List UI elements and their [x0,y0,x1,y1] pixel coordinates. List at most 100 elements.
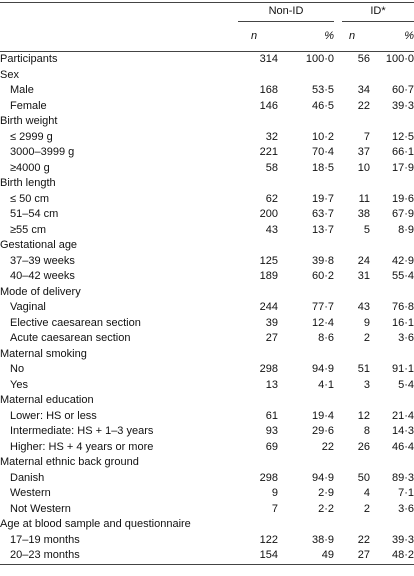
cell: 11 [358,192,370,205]
cell: 66·1 [391,146,414,158]
cell: 19·7 [311,192,334,205]
cell: 91·1 [391,363,414,375]
cell: 39 [265,316,278,329]
cell: 8·9 [398,223,414,236]
cell: 12 [357,409,370,422]
cell: 200 [259,208,278,220]
cell: 61 [265,409,278,422]
cell: 16·1 [391,316,414,329]
cell: 37 [357,146,370,158]
row-label: ≥55 cm [10,223,46,236]
cell: 10 [357,161,370,174]
cell: 298 [259,471,278,484]
cell: 12·5 [391,130,414,143]
section-row: Birth weight [0,114,414,130]
cell: 67·9 [391,208,414,220]
cell: 2 [363,502,370,515]
row-label: 17–19 months [10,533,80,546]
data-row: Higher: HS + 4 years or more 69 22 26 46·4 [0,440,414,456]
data-row: 40–42 weeks 189 60·2 31 55·4 [0,269,414,285]
cell: 2·9 [318,487,334,499]
section-row: Maternal ethnic back ground [0,455,414,471]
row-label: ≥4000 g [10,161,50,174]
cell: 94·9 [311,363,334,375]
cell: 7 [363,130,370,143]
cell: 38 [357,208,370,220]
cell: 5 [363,223,370,236]
cell: 38·9 [311,533,334,546]
row-label: 40–42 weeks [10,270,75,282]
cell: 60·7 [391,84,414,96]
row-label: Vaginal [10,301,46,313]
cell: 12·4 [311,316,334,329]
row-label: Female [10,99,47,112]
data-row: Lower: HS or less 61 19·4 12 21·4 [0,409,414,425]
subheader: % [278,23,334,52]
cell: 8 [363,425,370,437]
row-label: Male [10,84,34,96]
cell: 19·6 [391,192,414,205]
cell: 49 [278,548,334,565]
data-row: ≤ 2999 g 32 10·2 7 12·5 [0,130,414,146]
data-row: 3000–3999 g 221 70·4 37 66·1 [0,145,414,161]
table-head: Non-ID ID* n% n% [0,2,414,52]
data-row: ≥55 cm 43 13·7 5 8·9 [0,223,414,239]
row-label: Western [10,487,51,499]
section-title: Maternal smoking [0,347,87,360]
cell: 3·6 [398,332,414,344]
group-label: Non-ID [238,4,334,23]
row-label: ≤ 2999 g [10,130,53,143]
cell: 100·0 [385,53,414,65]
cell: 31 [357,270,370,282]
cell: 13 [265,378,278,391]
cell: 50 [357,471,370,484]
cell: 39·3 [391,99,414,112]
data-row: 20–23 months 154 49 27 48·2 [0,548,414,565]
data-table: Non-ID ID* n% n% Participants 314 100·0 56 100·… [0,2,414,565]
section-title: Maternal education [0,394,94,406]
cell: 7 [271,502,278,515]
cell: 17·9 [391,161,414,174]
cell: 94·9 [311,471,334,484]
cell: 46·4 [391,440,414,453]
section-title: Age at blood sample and questionnaire [0,518,191,530]
cell: 4 [363,487,370,499]
cell: 13·7 [311,223,334,236]
data-row: Female 146 46·5 22 39·3 [0,99,414,115]
section-row: Mode of delivery [0,285,414,301]
cell: 26 [357,440,370,453]
section-row: Gestational age [0,238,414,254]
cell: 34 [357,84,370,96]
group-header: ID* [334,2,414,23]
section-title: Birth weight [0,115,58,127]
row-label: Higher: HS + 4 years or more [10,440,154,453]
section-row: Age at blood sample and questionnaire [0,517,414,533]
section-title: Mode of delivery [0,285,81,298]
section-row: Maternal education [0,393,414,409]
data-row: Yes 13 4·1 3 5·4 [0,378,414,394]
row-label: Elective caesarean section [10,316,141,329]
row-label: 51–54 cm [10,208,59,220]
header-cell [0,23,230,52]
cell: 2 [363,332,370,344]
group-header: Non-ID [230,2,334,23]
cell: 89·3 [391,471,414,484]
cell: 39·3 [391,533,414,546]
data-row: ≤ 50 cm 62 19·7 11 19·6 [0,192,414,208]
row-label: 3000–3999 g [10,146,75,158]
cell: 39·8 [311,254,334,267]
cell: 24 [357,254,370,267]
cell: 58 [265,161,278,174]
data-row: ≥4000 g 58 18·5 10 17·9 [0,161,414,177]
cell: 122 [259,533,278,546]
cell: 7·1 [398,487,414,499]
cell: 146 [259,99,278,112]
cell: 314 [259,53,278,65]
data-row: Elective caesarean section 39 12·4 9 16·1 [0,316,414,332]
cell: 298 [259,363,278,375]
cell: 21·4 [391,409,414,422]
row-label: Not Western [10,502,71,515]
data-row: No 298 94·9 51 91·1 [0,362,414,378]
data-row: Danish 298 94·9 50 89·3 [0,471,414,487]
row-label: Acute caesarean section [10,332,131,344]
